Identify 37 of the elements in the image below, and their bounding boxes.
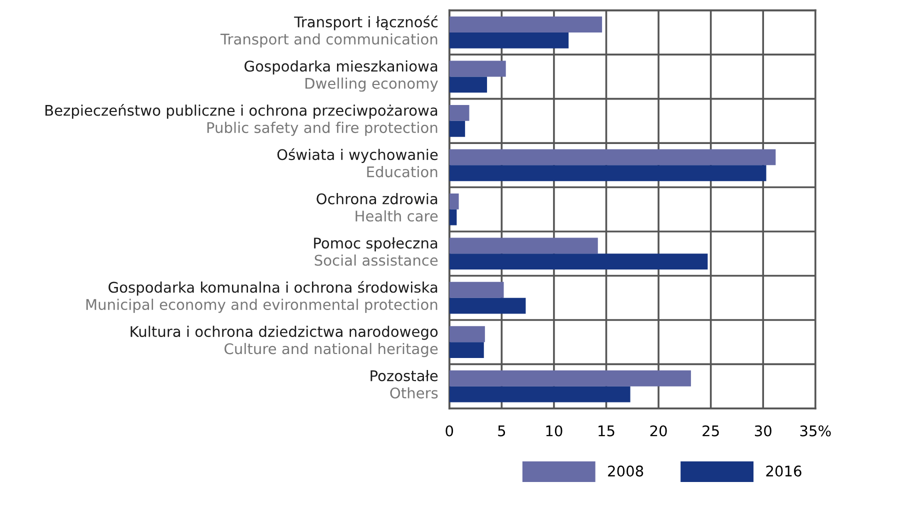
y-tick-label: Kultura i ochrona dziedzictwa narodowego Culture and national heritage <box>130 326 438 358</box>
bar <box>449 32 569 48</box>
x-tick-label: 15 <box>598 426 614 436</box>
bar <box>449 76 488 93</box>
x-tick-label: 30 <box>754 425 772 436</box>
bar <box>449 120 466 137</box>
bar <box>449 16 602 32</box>
bar <box>449 370 691 386</box>
y-tick-label: Gospodarka komunalna i ochrona środowiska Municipal economy and evironmental protection <box>86 280 438 313</box>
x-tick-label: 10 <box>546 425 562 436</box>
y-tick-label: Pomoc społeczna Social assistance <box>314 237 438 266</box>
x-tick-label: 0 <box>446 425 454 436</box>
bar <box>449 386 630 402</box>
y-tick-label: Ochrona zdrowia Health care <box>316 193 438 222</box>
bar <box>449 209 457 226</box>
y-tick-label: Transport i łączność Transport and communication <box>220 16 438 48</box>
bar <box>449 342 484 358</box>
bar <box>449 193 459 210</box>
bar <box>449 149 776 166</box>
x-tick-label: 5 <box>498 426 506 436</box>
bar <box>449 282 504 298</box>
x-tick-label: 25 <box>702 425 719 436</box>
legend-label: 2008 <box>608 466 644 477</box>
bar <box>449 165 766 182</box>
bar <box>449 104 470 121</box>
bar <box>449 298 526 314</box>
legend-label: 2016 <box>766 466 802 477</box>
bar <box>449 326 485 342</box>
bar <box>449 60 506 77</box>
y-tick-label: Oświata i wychowanie Education <box>277 148 438 178</box>
y-tick-label: Bezpieczeństwo publiczne i ochrona przeciwpożarowa Public safety and fire protection <box>45 104 438 136</box>
y-tick-label: Gospodarka mieszkaniowa Dwelling economy <box>244 60 438 92</box>
bar <box>449 254 708 270</box>
x-tick-label: 20 <box>650 425 667 436</box>
y-tick-label: Pozostałe Others <box>370 370 438 398</box>
x-tick-label: 35% <box>800 425 831 436</box>
bar <box>449 238 598 254</box>
